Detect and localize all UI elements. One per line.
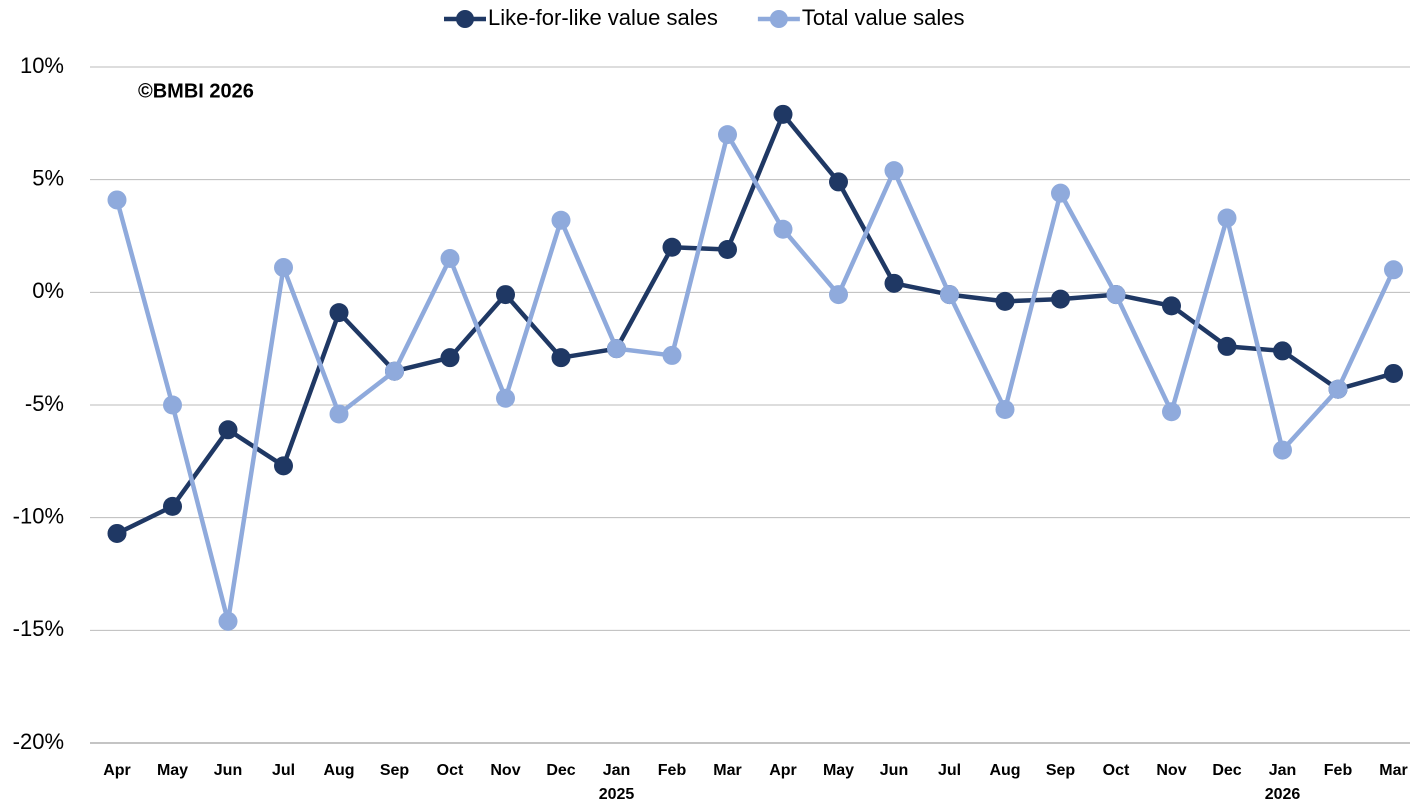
point [496, 285, 515, 305]
y-tick-label: -10% [13, 503, 64, 528]
point [995, 291, 1015, 311]
point [1051, 183, 1070, 203]
x-tick-label: Oct [437, 762, 464, 779]
x-tick-label: May [823, 762, 854, 779]
point [551, 348, 571, 368]
point [1162, 402, 1181, 422]
point [274, 456, 293, 476]
point [107, 523, 127, 543]
series-line [116, 112, 1395, 536]
x-tick-label: Nov [1156, 762, 1186, 779]
x-tick-label: Jul [938, 762, 961, 779]
x-tick-label: Sep [380, 762, 410, 779]
point [884, 273, 904, 293]
x-group-label: 2025 [599, 786, 635, 803]
x-tick-label: Jun [880, 762, 908, 779]
point [163, 395, 182, 415]
point [274, 258, 293, 278]
point [1106, 285, 1126, 305]
y-tick-label: 5% [32, 165, 64, 190]
point [1384, 260, 1403, 280]
point [718, 125, 737, 145]
point [440, 249, 460, 269]
point [607, 339, 626, 359]
point [718, 240, 737, 260]
x-tick-label: Feb [658, 762, 687, 779]
point [551, 210, 571, 230]
x-tick-label: Mar [713, 762, 741, 779]
x-tick-label: May [157, 762, 188, 779]
x-tick-label: Jan [603, 762, 631, 779]
legend-marker [456, 10, 474, 28]
x-tick-label: Sep [1046, 762, 1076, 779]
point [1217, 208, 1237, 228]
point [829, 285, 848, 305]
x-tick-label: Oct [1103, 762, 1130, 779]
point [995, 400, 1015, 420]
point [218, 611, 238, 631]
legend-label: Total value sales [802, 5, 965, 30]
point [662, 345, 682, 365]
point [1217, 336, 1237, 356]
x-tick-label: Jan [1269, 762, 1297, 779]
point [773, 219, 793, 239]
legend-label: Like-for-like value sales [488, 5, 718, 30]
series-line [114, 132, 1396, 624]
x-tick-label: Apr [103, 762, 131, 779]
point [385, 361, 404, 381]
point [218, 420, 238, 440]
x-tick-label: Apr [769, 762, 797, 779]
point [1162, 296, 1181, 316]
annotation: ©BMBI 2026 [138, 80, 254, 102]
point [1384, 363, 1403, 383]
y-tick-label: 10% [20, 53, 64, 78]
x-tick-label: Dec [1212, 762, 1241, 779]
point [829, 172, 848, 192]
y-tick-label: -20% [13, 729, 64, 754]
point [329, 303, 349, 323]
point [1273, 341, 1292, 361]
point [1328, 379, 1348, 399]
x-tick-label: Aug [989, 762, 1020, 779]
point [1051, 289, 1070, 309]
point [163, 496, 182, 516]
x-tick-label: Nov [490, 762, 520, 779]
point [773, 104, 793, 124]
point [496, 388, 515, 408]
x-group-label: 2026 [1265, 786, 1301, 803]
x-tick-label: Jul [272, 762, 295, 779]
y-tick-label: 0% [32, 278, 64, 303]
x-tick-label: Aug [323, 762, 354, 779]
legend-marker [769, 10, 788, 28]
x-tick-label: Jun [214, 762, 242, 779]
point [1273, 440, 1292, 460]
x-tick-label: Mar [1379, 762, 1407, 779]
point [662, 237, 682, 257]
x-tick-label: Feb [1324, 762, 1353, 779]
point [329, 404, 349, 424]
y-tick-label: -15% [13, 616, 64, 641]
x-tick-label: Dec [546, 762, 575, 779]
point [107, 190, 127, 210]
point [884, 161, 904, 181]
point [940, 285, 959, 305]
point [440, 348, 460, 368]
y-tick-label: -5% [25, 391, 64, 416]
